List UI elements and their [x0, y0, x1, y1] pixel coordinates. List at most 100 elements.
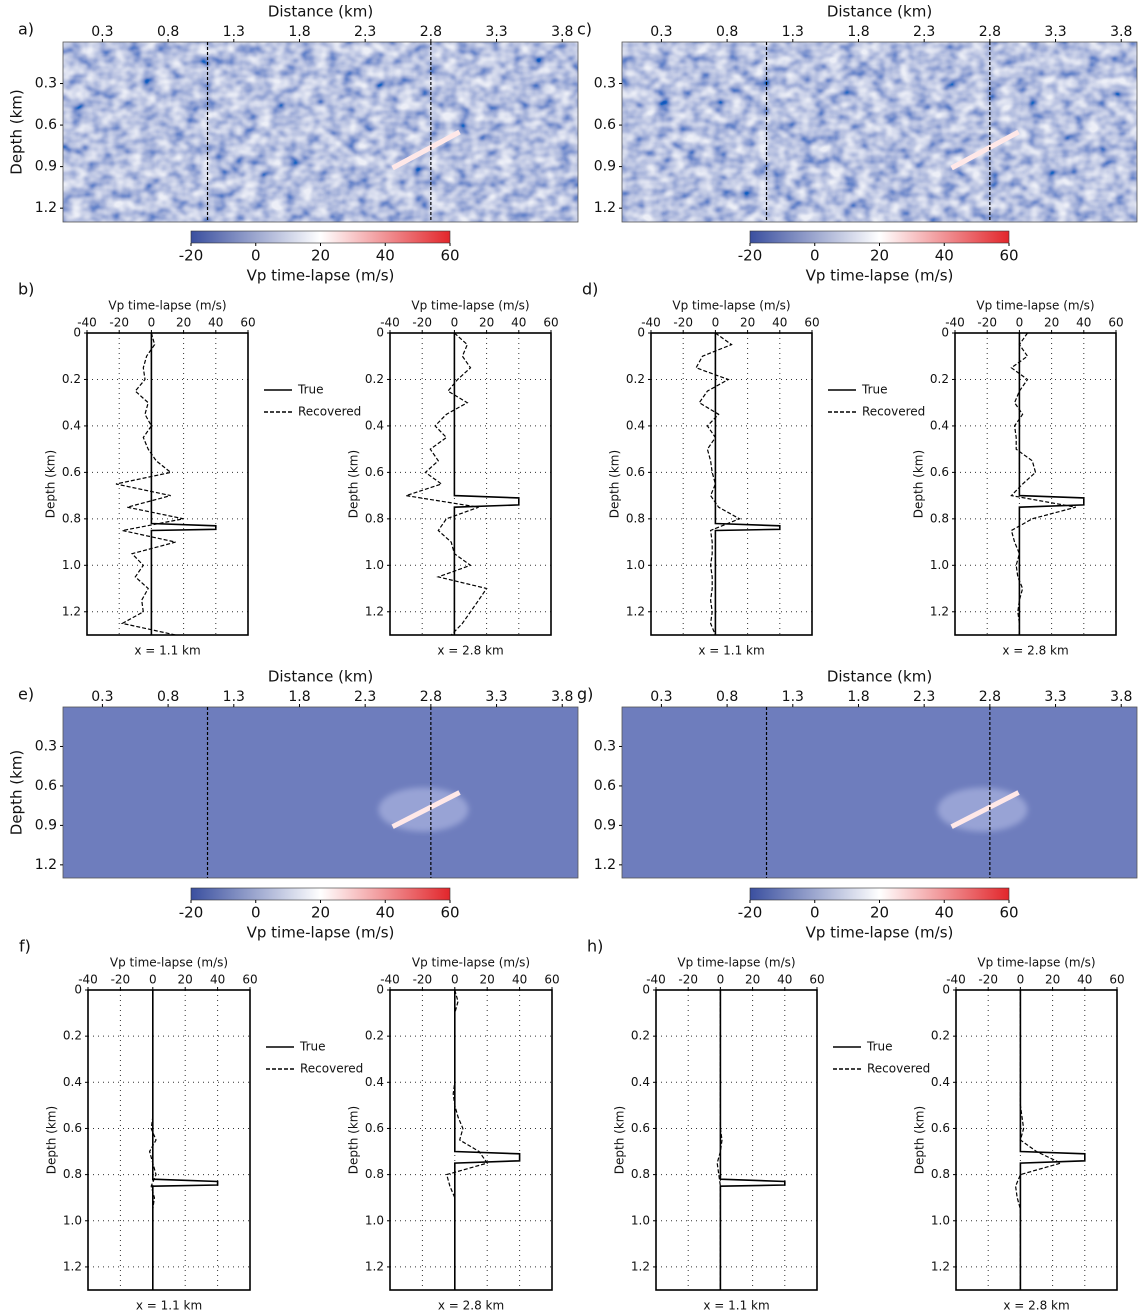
colorbar-title: Vp time-lapse (m/s)	[247, 924, 395, 942]
colorbar-tick-label: 60	[999, 904, 1018, 922]
y-tick-label: 1.0	[62, 558, 81, 572]
plot-frame	[650, 332, 813, 636]
y-tick-label: 1.2	[594, 200, 616, 216]
y-tick-label: 0	[642, 983, 650, 997]
x-tick-label: 20	[1045, 973, 1060, 987]
y-axis-title: Depth (km)	[913, 1106, 927, 1174]
x-tick-label: 3.8	[551, 24, 573, 40]
y-tick-label: 0.4	[63, 1075, 82, 1089]
x-axis-title: Vp time-lapse (m/s)	[977, 956, 1095, 970]
y-tick-label: 0.8	[631, 1167, 650, 1181]
y-axis-title: Depth (km)	[347, 450, 361, 518]
profile-line	[405, 332, 488, 636]
y-tick-label: 1.0	[365, 558, 384, 572]
colorbar-tick-label: 20	[311, 904, 330, 922]
colorbar-tick-label: 0	[251, 904, 261, 922]
y-tick-label: 1.2	[63, 1259, 82, 1273]
plot-frame	[954, 332, 1117, 636]
x-axis-title: Vp time-lapse (m/s)	[976, 299, 1094, 313]
y-tick-label: 0.2	[365, 372, 384, 386]
y-tick-label: 0.6	[35, 778, 57, 794]
plot-frame	[87, 989, 251, 1291]
plot-frame	[389, 989, 553, 1291]
panel-label: g)	[577, 685, 593, 704]
y-tick-label: 0.8	[365, 1167, 384, 1181]
colorbar-tick-label: 0	[810, 904, 820, 922]
y-tick-label: 0.6	[63, 1121, 82, 1135]
image-texture	[63, 42, 578, 222]
panel-label: a)	[18, 20, 34, 39]
caption: x = 1.1 km	[136, 1299, 202, 1313]
y-tick-label: 1.0	[930, 558, 949, 572]
colorbar-tick-label: 60	[440, 904, 459, 922]
y-tick-label: 0.6	[594, 778, 616, 794]
plot-frame	[389, 332, 552, 636]
colorbar	[190, 887, 451, 901]
image-frame	[621, 41, 1138, 223]
y-axis-title: Depth (km)	[45, 1106, 59, 1174]
x-tick-label: 60	[543, 316, 558, 330]
image-background	[622, 707, 1137, 878]
x-tick-label: 1.8	[288, 689, 310, 705]
x-tick-label: 3.3	[1044, 24, 1066, 40]
y-tick-label: 0.6	[594, 117, 616, 133]
x-tick-label: 0.8	[157, 24, 179, 40]
x-tick-label: 0	[1017, 973, 1025, 987]
x-tick-label: 40	[210, 973, 225, 987]
x-tick-label: 0	[149, 973, 157, 987]
y-tick-label: 0.3	[594, 76, 616, 92]
profile-line	[152, 990, 219, 1290]
y-tick-label: 0.6	[631, 1121, 650, 1135]
image-background	[63, 707, 578, 878]
colorbar-title: Vp time-lapse (m/s)	[247, 267, 395, 285]
legend-label: Recovered	[300, 1062, 363, 1076]
x-tick-label: 3.3	[485, 24, 507, 40]
x-axis-title: Distance (km)	[268, 3, 373, 21]
anomaly-streak	[391, 129, 461, 171]
x-tick-label: 3.8	[1110, 689, 1132, 705]
y-tick-label: 0.2	[62, 372, 81, 386]
x-tick-label: 0.8	[716, 24, 738, 40]
legend-label: True	[861, 383, 888, 397]
y-tick-label: 1.2	[930, 604, 949, 618]
panel-label: c)	[577, 20, 592, 39]
x-tick-label: 2.3	[354, 689, 376, 705]
x-tick-label: -40	[646, 973, 666, 987]
x-tick-label: 40	[1077, 973, 1092, 987]
x-tick-label: -40	[78, 973, 98, 987]
colorbar-tick-label: -20	[738, 247, 763, 265]
plot-frame	[655, 989, 818, 1291]
x-axis-title: Vp time-lapse (m/s)	[108, 299, 226, 313]
plot-frame	[955, 989, 1118, 1291]
y-tick-label: 0.8	[930, 511, 949, 525]
x-tick-label: 60	[242, 973, 257, 987]
y-axis-title: Depth (km)	[912, 450, 926, 518]
image-frame	[621, 706, 1138, 879]
x-tick-label: -20	[412, 316, 432, 330]
legend-label: True	[299, 1040, 326, 1054]
profile-line	[1019, 990, 1086, 1290]
colorbar-tick-label: 20	[870, 904, 889, 922]
profile-line	[714, 333, 781, 635]
caption: x = 2.8 km	[437, 644, 503, 658]
caption: x = 2.8 km	[1002, 644, 1068, 658]
x-tick-label: 2.8	[979, 689, 1001, 705]
caption: x = 2.8 km	[438, 1299, 504, 1313]
y-tick-label: 1.0	[631, 1213, 650, 1227]
y-tick-label: 0.3	[35, 738, 57, 754]
colorbar-title: Vp time-lapse (m/s)	[806, 924, 954, 942]
panel-label: d)	[582, 280, 598, 299]
y-axis-title: Depth (km)	[8, 89, 26, 174]
x-axis-title: Vp time-lapse (m/s)	[411, 299, 529, 313]
x-tick-label: 0	[712, 316, 720, 330]
x-tick-label: -20	[413, 973, 433, 987]
x-tick-label: 40	[208, 316, 223, 330]
x-tick-label: -40	[380, 316, 400, 330]
x-tick-label: -40	[77, 316, 97, 330]
y-tick-label: 0.4	[631, 1075, 650, 1089]
x-tick-label: 2.8	[420, 24, 442, 40]
x-tick-label: -40	[380, 973, 400, 987]
y-tick-label: 0.4	[365, 1075, 384, 1089]
x-tick-label: 1.3	[782, 689, 804, 705]
x-axis-title: Vp time-lapse (m/s)	[412, 956, 530, 970]
